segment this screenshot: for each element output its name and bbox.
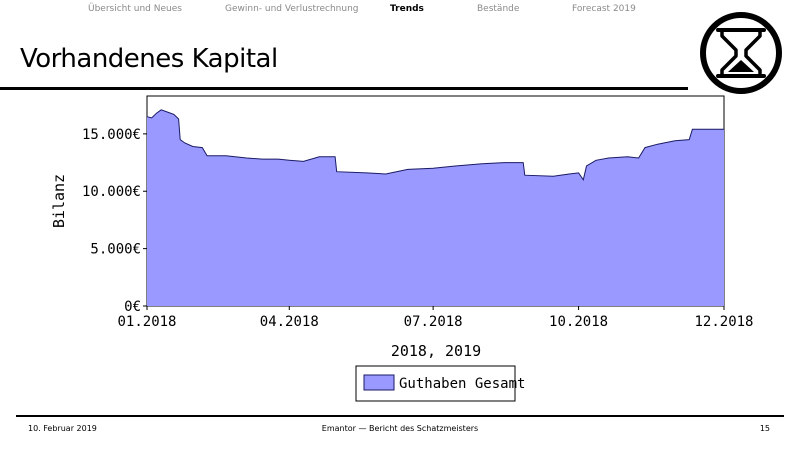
page-number: 15 [759, 424, 770, 433]
nav-item-bestaende[interactable]: Bestände [477, 4, 520, 14]
nav-item-forecast[interactable]: Forecast 2019 [572, 4, 636, 14]
footer-title: Emantor — Bericht des Schatzmeisters [321, 424, 479, 433]
x-tick-label: 12.2018 [694, 314, 753, 330]
y-tick-label: 10.000€ [82, 184, 141, 200]
hourglass-icon [700, 12, 782, 94]
series-line-guthaben-gesamt [146, 109, 724, 182]
x-tick-label: 07.2018 [404, 314, 463, 330]
legend-swatch [363, 374, 395, 391]
y-tick-label: 0€ [124, 299, 141, 315]
title-divider [0, 87, 688, 90]
nav-item-trends[interactable]: Trends [390, 4, 424, 14]
x-tick-label: 10.2018 [549, 314, 608, 330]
nav-item-uebersicht[interactable]: Übersicht und Neues [88, 4, 182, 14]
y-tick-label: 15.000€ [82, 127, 141, 143]
x-tick-label: 04.2018 [260, 314, 319, 330]
y-axis-label: Bilanz [50, 174, 68, 228]
nav-item-guv[interactable]: Gewinn- und Verlustrechnung [225, 4, 359, 14]
series-area-guthaben-gesamt [147, 109, 724, 306]
x-axis-label: 2018, 2019 [391, 342, 481, 360]
y-tick-label: 5.000€ [90, 242, 141, 258]
y-axis-ticks: 0€ 5.000€ 10.000€ 15.000€ [82, 127, 147, 315]
footer-divider [16, 415, 784, 417]
x-tick-label: 01.2018 [117, 314, 176, 330]
legend-label: Guthaben Gesamt [399, 376, 525, 392]
nav-bar: Übersicht und Neues Gewinn- und Verlustr… [0, 4, 690, 20]
footer-date: 10. Februar 2019 [28, 424, 97, 433]
page-title: Vorhandenes Kapital [20, 44, 278, 74]
x-axis-ticks: 01.2018 04.2018 07.2018 10.2018 12.2018 [117, 306, 754, 330]
balance-area-chart: 0€ 5.000€ 10.000€ 15.000€ 01.2018 04.2018 07.… [50, 95, 754, 402]
legend: Guthaben Gesamt [355, 365, 525, 402]
